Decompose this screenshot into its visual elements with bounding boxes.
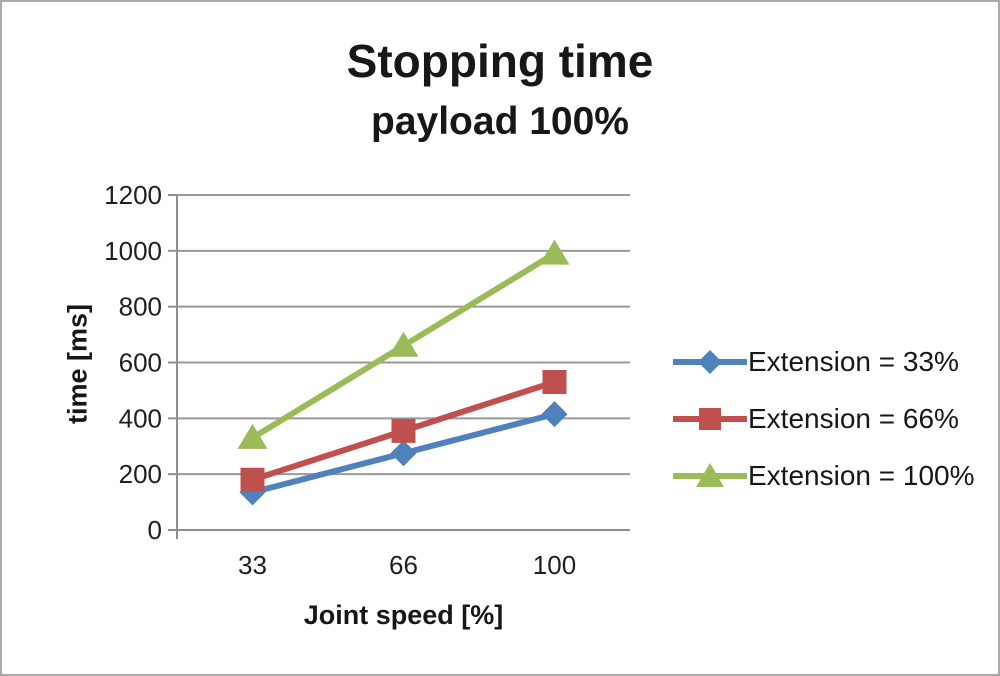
- legend-label: Extension = 33%: [748, 345, 959, 377]
- legend: Extension = 33% Extension = 66% Extensio…: [671, 333, 975, 504]
- legend-marker-triangle-icon: [671, 459, 749, 493]
- legend-item: Extension = 66%: [671, 390, 975, 447]
- y-tick-label: 800: [119, 292, 162, 322]
- legend-swatch-graphic: [671, 349, 749, 374]
- marker-square: [240, 467, 265, 492]
- y-tick-label: 1200: [104, 180, 162, 210]
- marker-triangle: [539, 239, 570, 265]
- x-axis-title: Joint speed [%]: [303, 600, 504, 630]
- x-tick-label: 100: [533, 550, 576, 580]
- marker-triangle: [388, 331, 419, 357]
- marker-triangle: [237, 423, 268, 449]
- marker-diamond: [390, 440, 417, 467]
- y-tick-label: 400: [119, 403, 162, 433]
- legend-item: Extension = 33%: [671, 333, 975, 390]
- x-tick-label: 66: [389, 550, 418, 580]
- x-tick-label: 33: [238, 550, 267, 580]
- y-tick-label: 600: [119, 348, 162, 378]
- marker-square: [391, 418, 416, 443]
- legend-item: Extension = 100%: [671, 447, 975, 504]
- chart-title: Stopping time: [346, 35, 654, 87]
- chart-subtitle: payload 100%: [371, 100, 629, 143]
- legend-swatch-graphic: [671, 407, 749, 430]
- marker-square: [542, 370, 567, 395]
- legend-swatch-graphic: [671, 462, 749, 487]
- legend-marker-square-icon: [671, 402, 749, 436]
- legend-label: Extension = 66%: [748, 402, 959, 434]
- legend-marker-diamond-icon: [671, 345, 749, 379]
- y-tick-label: 1000: [104, 236, 162, 266]
- y-axis-title: time [ms]: [62, 303, 93, 425]
- marker-diamond: [541, 401, 568, 428]
- y-tick-label: 200: [119, 459, 162, 489]
- legend-label: Extension = 100%: [748, 459, 975, 491]
- y-tick-label: 0: [148, 515, 162, 545]
